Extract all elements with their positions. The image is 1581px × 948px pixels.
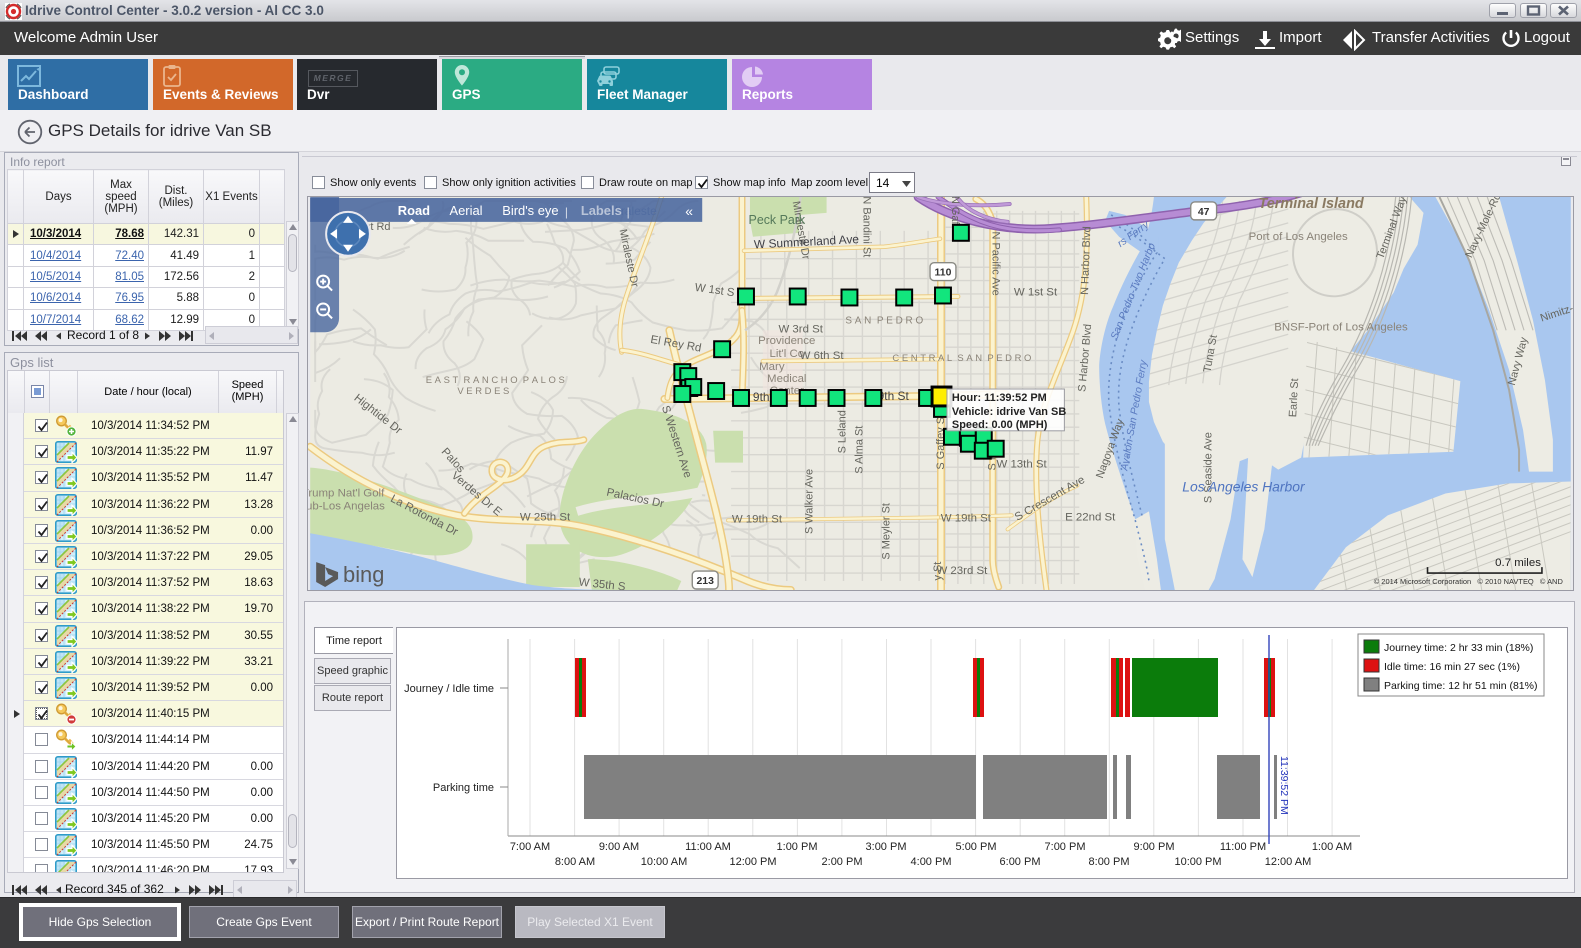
svg-text:5:00 PM: 5:00 PM bbox=[956, 841, 997, 853]
svg-text:Parking time: Parking time bbox=[433, 782, 494, 794]
svg-text:W 3rd St: W 3rd St bbox=[778, 323, 823, 335]
svg-text:Bird's eye: Bird's eye bbox=[502, 203, 558, 218]
svg-text:W 6th St: W 6th St bbox=[800, 350, 845, 362]
svg-text:Club-Los Angelas: Club-Los Angelas bbox=[307, 500, 385, 512]
svg-text:2:00 PM: 2:00 PM bbox=[822, 856, 863, 868]
svg-text:E A S T R A N C H O P A L O: E A S T R A N C H O P A L O S bbox=[426, 375, 565, 386]
svg-text:110: 110 bbox=[935, 268, 952, 279]
svg-text:1:00 PM: 1:00 PM bbox=[777, 841, 818, 853]
svg-text:C E N T R A L S A N P E D R: C E N T R A L S A N P E D R O bbox=[892, 353, 1031, 364]
svg-text:Idle time: 16 min 27 sec (1%): Idle time: 16 min 27 sec (1%) bbox=[1384, 661, 1520, 673]
svg-text:E 22nd St: E 22nd St bbox=[1065, 511, 1116, 523]
svg-text:W Summerland Ave: W Summerland Ave bbox=[754, 232, 860, 252]
svg-text:Hour: 11:39:52 PM: Hour: 11:39:52 PM bbox=[952, 392, 1047, 404]
svg-text:12:00 AM: 12:00 AM bbox=[1265, 856, 1311, 868]
svg-text:W 1st St: W 1st St bbox=[1014, 286, 1058, 298]
svg-text:1:00 AM: 1:00 AM bbox=[1312, 841, 1352, 853]
svg-text:N Gaffi: N Gaffi bbox=[949, 196, 961, 230]
svg-text:9:00 PM: 9:00 PM bbox=[1134, 841, 1175, 853]
svg-text:Journey time: 2 hr 33 min (18%: Journey time: 2 hr 33 min (18%) bbox=[1384, 642, 1533, 654]
svg-text:W 23rd St: W 23rd St bbox=[936, 565, 988, 577]
svg-text:«: « bbox=[685, 203, 693, 219]
svg-text:Aerial: Aerial bbox=[449, 203, 482, 218]
svg-text:S Gaffey St: S Gaffey St bbox=[935, 414, 947, 470]
svg-text:S Seaside Ave: S Seaside Ave bbox=[1203, 432, 1215, 503]
svg-text:Vehicle: idrive Van SB: Vehicle: idrive Van SB bbox=[952, 406, 1066, 418]
svg-text:8:00 AM: 8:00 AM bbox=[555, 856, 595, 868]
svg-text:W 13th St: W 13th St bbox=[996, 459, 1047, 471]
svg-text:bing: bing bbox=[343, 562, 384, 587]
svg-text:S Harbor Blvd: S Harbor Blvd bbox=[1076, 323, 1094, 392]
svg-text:7:00 PM: 7:00 PM bbox=[1045, 841, 1086, 853]
svg-text:Trump Nat'l Golf: Trump Nat'l Golf bbox=[307, 487, 385, 499]
svg-text:S Walker Ave: S Walker Ave bbox=[804, 469, 816, 534]
svg-text:W 19th St: W 19th St bbox=[941, 512, 992, 524]
svg-text:|: | bbox=[627, 205, 630, 219]
svg-text:4:00 PM: 4:00 PM bbox=[911, 856, 952, 868]
svg-text:S Alma St: S Alma St bbox=[853, 426, 865, 474]
svg-text:S A N P E D R O: S A N P E D R O bbox=[845, 315, 923, 326]
svg-text:47: 47 bbox=[1198, 207, 1210, 218]
svg-text:N Bandini St: N Bandini St bbox=[860, 196, 872, 257]
svg-text:S Meyler St: S Meyler St bbox=[880, 503, 892, 560]
svg-text:9:00 AM: 9:00 AM bbox=[599, 841, 639, 853]
svg-text:Terminal Island: Terminal Island bbox=[1259, 196, 1365, 212]
svg-text:12:00 PM: 12:00 PM bbox=[729, 856, 776, 868]
svg-text:0.7 miles: 0.7 miles bbox=[1495, 557, 1541, 569]
svg-text:3:00 PM: 3:00 PM bbox=[866, 841, 907, 853]
svg-text:V E R D E S: V E R D E S bbox=[457, 386, 509, 397]
svg-text:BNSF-Port of Los Angeles: BNSF-Port of Los Angeles bbox=[1274, 321, 1408, 333]
svg-text:Providence: Providence bbox=[758, 335, 815, 347]
svg-text:10:00 PM: 10:00 PM bbox=[1174, 856, 1221, 868]
svg-text:Road: Road bbox=[398, 203, 430, 218]
svg-text:6:00 PM: 6:00 PM bbox=[1000, 856, 1041, 868]
svg-text:11:39:52 PM: 11:39:52 PM bbox=[1278, 756, 1290, 815]
svg-text:Parking time: 12 hr 51 min (81: Parking time: 12 hr 51 min (81%) bbox=[1384, 680, 1537, 692]
svg-text:N Harbor Blvd: N Harbor Blvd bbox=[1079, 226, 1093, 295]
svg-text:213: 213 bbox=[696, 576, 714, 587]
svg-text:Lit'l Co: Lit'l Co bbox=[769, 348, 804, 360]
svg-text:7:00 AM: 7:00 AM bbox=[510, 841, 550, 853]
svg-text:Journey / Idle time: Journey / Idle time bbox=[404, 683, 494, 695]
svg-text:Port of Los Angeles: Port of Los Angeles bbox=[1249, 231, 1348, 243]
svg-text:10:00 AM: 10:00 AM bbox=[641, 856, 687, 868]
svg-text:11:00 PM: 11:00 PM bbox=[1220, 841, 1266, 853]
svg-text:y St: y St bbox=[932, 562, 944, 581]
svg-text:8:00 PM: 8:00 PM bbox=[1089, 856, 1130, 868]
svg-text:Labels: Labels bbox=[581, 203, 622, 218]
svg-text:W 35th S: W 35th S bbox=[578, 577, 626, 591]
svg-text:9th St: 9th St bbox=[878, 389, 910, 403]
svg-text:S Leland: S Leland bbox=[836, 410, 848, 453]
svg-text:W 1st S: W 1st S bbox=[694, 282, 736, 300]
svg-text:© 2014 Microsoft Corporation: © 2014 Microsoft Corporation © 2010 NAVT… bbox=[1374, 577, 1564, 586]
svg-text:Earle St: Earle St bbox=[1287, 378, 1301, 417]
svg-text:|: | bbox=[565, 205, 568, 219]
svg-text:Peck Park: Peck Park bbox=[749, 213, 806, 227]
svg-text:Mary: Mary bbox=[759, 361, 785, 373]
svg-text:Speed: 0.00 (MPH): Speed: 0.00 (MPH) bbox=[952, 419, 1048, 431]
svg-text:N Pacific Ave: N Pacific Ave bbox=[990, 232, 1002, 296]
svg-text:W 25th St: W 25th St bbox=[520, 511, 571, 523]
svg-text:Medical: Medical bbox=[767, 373, 806, 385]
svg-text:11:00 AM: 11:00 AM bbox=[685, 841, 731, 853]
svg-text:Los Angeles Harbor: Los Angeles Harbor bbox=[1182, 479, 1306, 495]
svg-text:W 19th St: W 19th St bbox=[732, 513, 783, 525]
